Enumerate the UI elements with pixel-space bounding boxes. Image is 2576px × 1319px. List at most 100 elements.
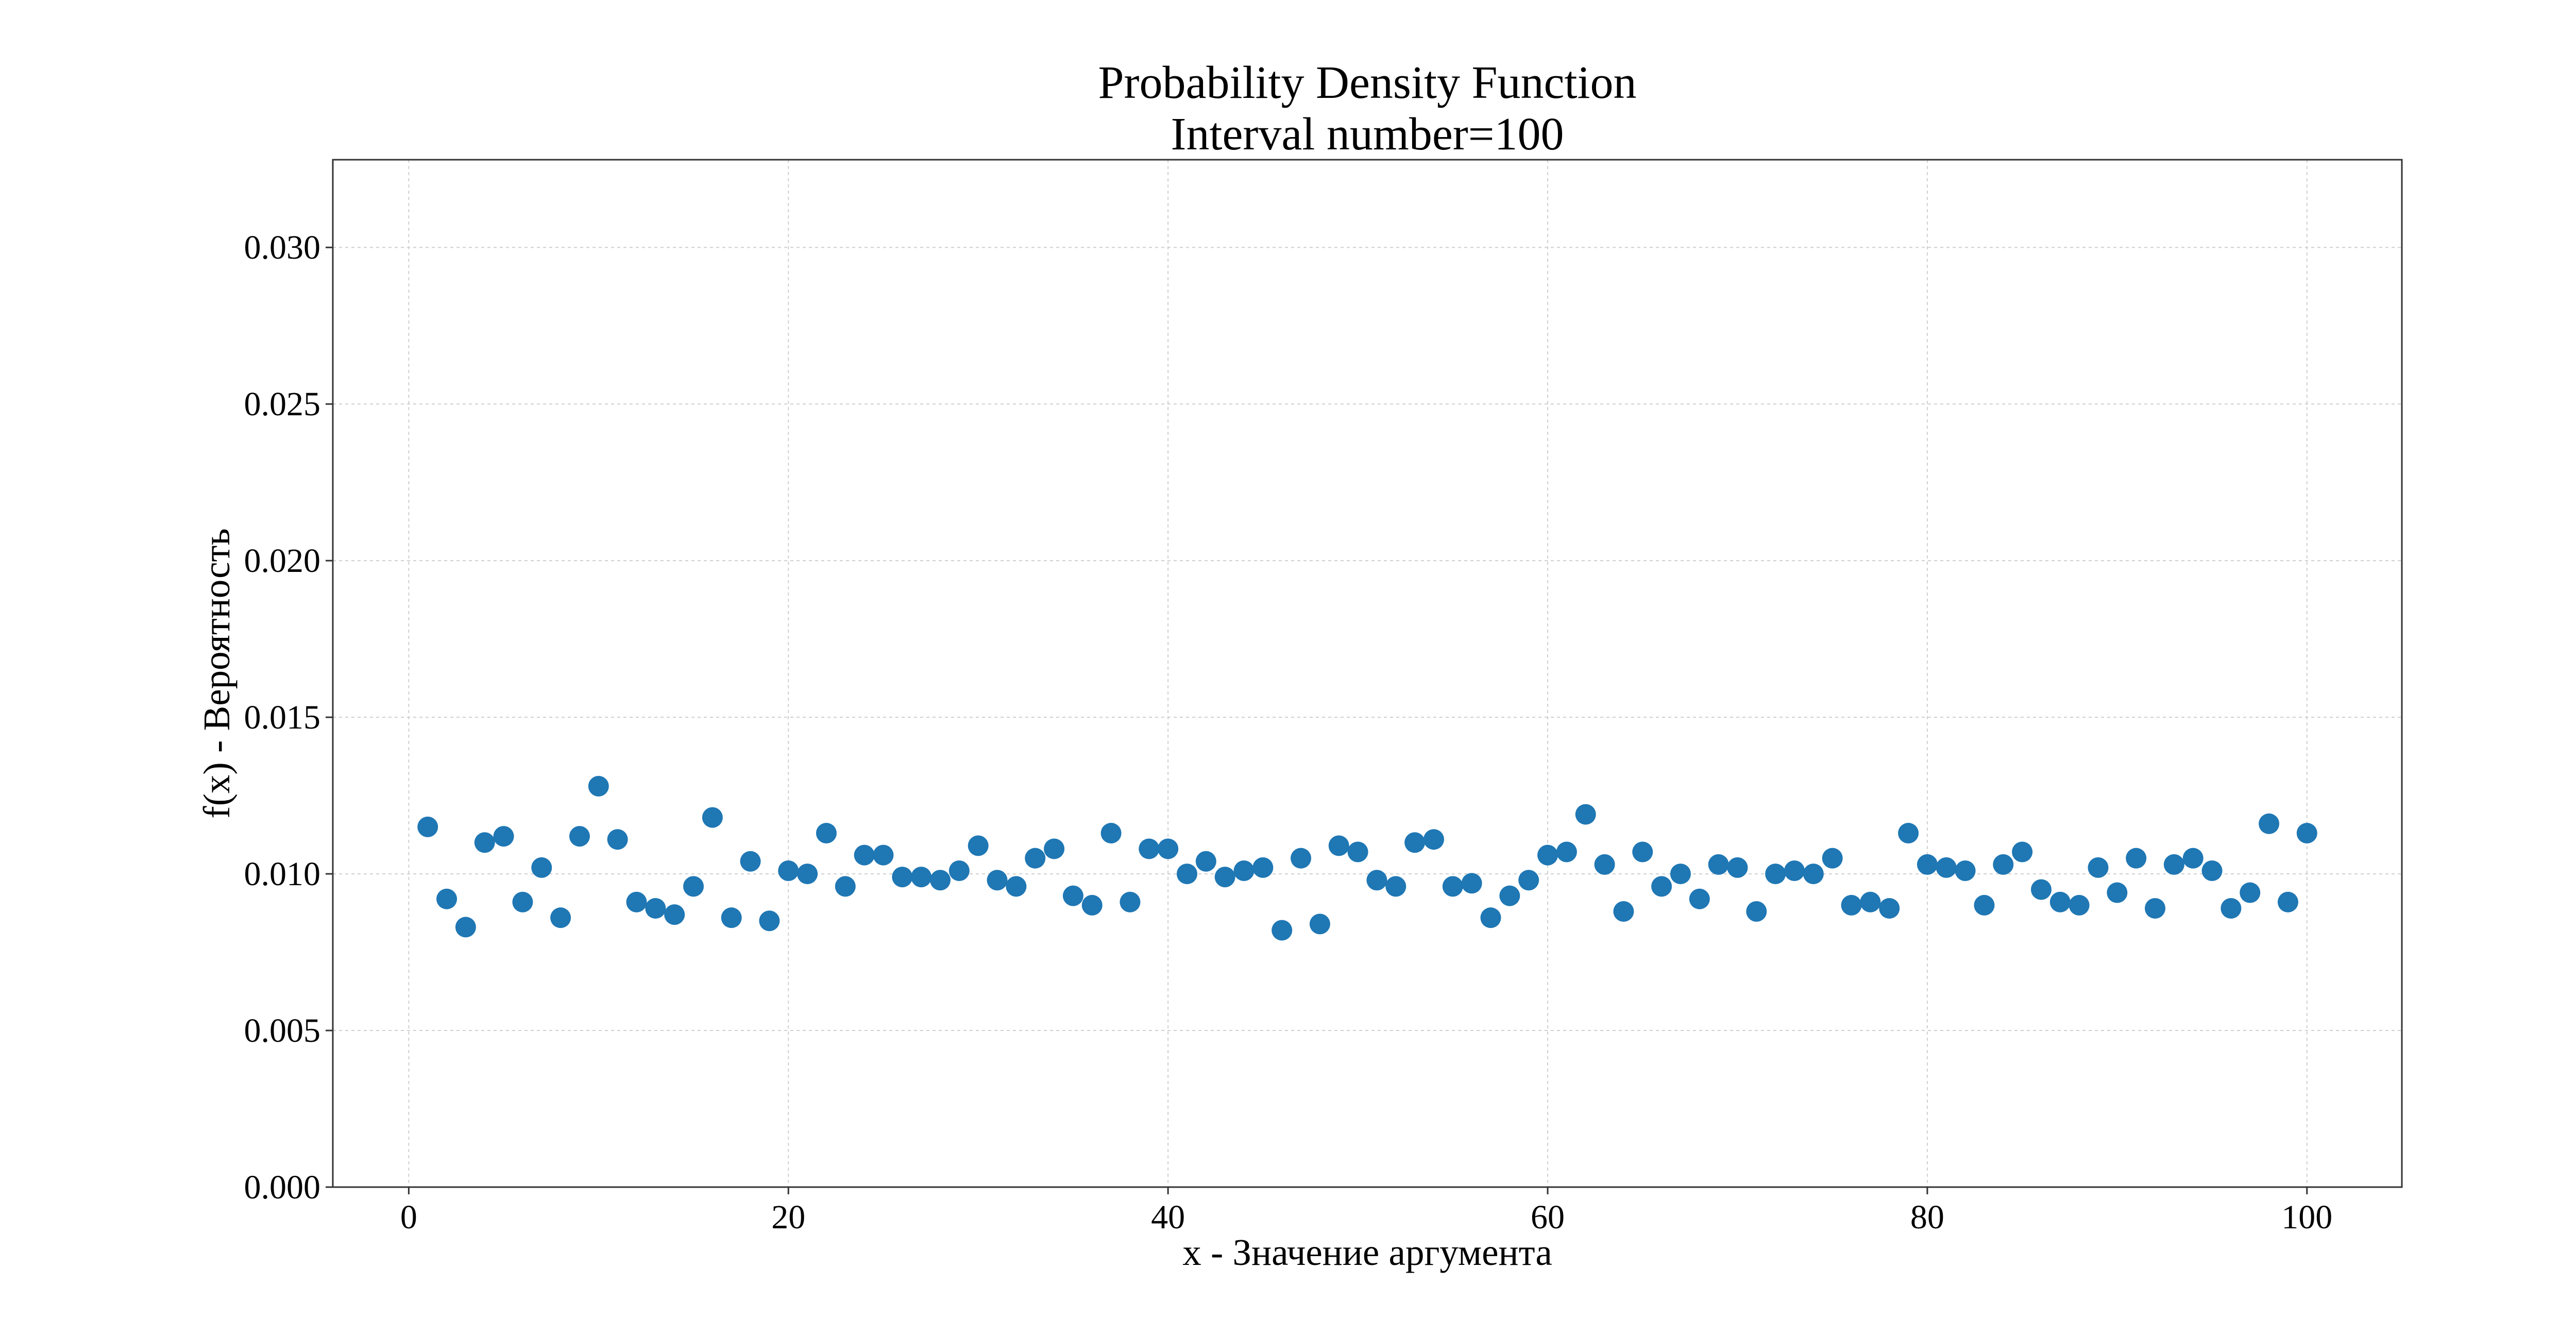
data-points bbox=[417, 775, 2317, 941]
data-point bbox=[1176, 864, 1197, 885]
data-point bbox=[1423, 829, 1444, 850]
plot-frame bbox=[332, 159, 2403, 1188]
data-point bbox=[1499, 885, 1520, 906]
y-axis-label: f(x) - Вероятность bbox=[196, 528, 238, 818]
x-tick-label: 40 bbox=[1151, 1198, 1185, 1236]
data-point bbox=[968, 835, 989, 856]
data-point bbox=[2145, 898, 2166, 919]
data-point bbox=[1442, 876, 1463, 897]
data-point bbox=[2163, 854, 2184, 875]
data-point bbox=[740, 851, 761, 872]
data-point bbox=[2277, 891, 2298, 912]
data-point bbox=[1974, 894, 1995, 916]
data-point bbox=[1898, 823, 1919, 844]
data-point bbox=[550, 907, 571, 928]
data-point bbox=[1689, 888, 1710, 909]
data-point bbox=[721, 907, 742, 928]
data-point bbox=[2201, 860, 2223, 881]
x-tick-label: 20 bbox=[771, 1198, 805, 1236]
data-point bbox=[1917, 854, 1938, 875]
y-tick-label: 0.015 bbox=[244, 699, 321, 736]
data-point bbox=[1708, 854, 1729, 875]
data-point bbox=[1214, 867, 1235, 888]
data-point bbox=[797, 864, 818, 885]
data-point bbox=[873, 844, 894, 866]
data-point bbox=[1803, 864, 1824, 885]
data-point bbox=[778, 860, 799, 881]
data-point bbox=[1120, 891, 1141, 912]
data-point bbox=[626, 891, 647, 912]
data-point bbox=[2240, 882, 2261, 903]
data-point bbox=[417, 816, 438, 837]
data-point bbox=[1062, 885, 1083, 906]
data-point bbox=[474, 832, 495, 853]
data-point bbox=[1328, 835, 1349, 856]
data-point bbox=[759, 910, 780, 932]
data-point bbox=[911, 867, 932, 888]
data-point bbox=[2126, 848, 2147, 869]
data-point bbox=[1537, 844, 1558, 866]
data-point bbox=[1556, 841, 1577, 863]
data-point bbox=[455, 917, 476, 938]
data-point bbox=[531, 857, 552, 878]
data-point bbox=[607, 829, 628, 850]
data-point bbox=[1955, 860, 1976, 881]
data-point bbox=[493, 826, 514, 847]
data-point bbox=[1651, 876, 1672, 897]
data-point bbox=[1366, 870, 1387, 891]
data-point bbox=[1252, 857, 1274, 878]
data-point bbox=[1404, 832, 1426, 853]
data-point bbox=[1936, 857, 1957, 878]
data-point bbox=[1385, 876, 1406, 897]
data-point bbox=[987, 870, 1008, 891]
data-point bbox=[512, 891, 533, 912]
data-point bbox=[1025, 848, 1046, 869]
data-point bbox=[1784, 860, 1805, 881]
data-point bbox=[1518, 870, 1539, 891]
x-tick-label: 60 bbox=[1531, 1198, 1565, 1236]
data-point bbox=[2182, 848, 2204, 869]
data-point bbox=[1081, 894, 1103, 916]
data-point bbox=[1575, 804, 1596, 825]
y-tick-label: 0.010 bbox=[244, 855, 321, 893]
data-point bbox=[1727, 857, 1748, 878]
data-point bbox=[1044, 838, 1065, 859]
data-point bbox=[1670, 864, 1691, 885]
chart-subtitle: Interval number=100 bbox=[1171, 109, 1564, 160]
data-point bbox=[2107, 882, 2128, 903]
data-point bbox=[1879, 898, 1900, 919]
data-point bbox=[1613, 901, 1634, 922]
y-tick-label: 0.020 bbox=[244, 542, 321, 580]
y-tick-label: 0.005 bbox=[244, 1012, 321, 1050]
x-tick-label: 100 bbox=[2281, 1198, 2332, 1236]
data-point bbox=[2069, 894, 2090, 916]
data-point bbox=[1347, 841, 1368, 863]
data-point bbox=[1461, 873, 1482, 894]
data-point bbox=[2221, 898, 2242, 919]
data-point bbox=[2259, 813, 2280, 834]
x-tick-label: 80 bbox=[1910, 1198, 1944, 1236]
data-point bbox=[2049, 891, 2071, 912]
data-point bbox=[664, 904, 685, 925]
data-point bbox=[436, 888, 457, 909]
data-point bbox=[1480, 907, 1501, 928]
data-point bbox=[948, 860, 970, 881]
data-point bbox=[1139, 838, 1160, 859]
data-point bbox=[1746, 901, 1767, 922]
data-point bbox=[1822, 848, 1843, 869]
data-point bbox=[1993, 854, 2014, 875]
data-point bbox=[1291, 848, 1312, 869]
y-tick-label: 0.025 bbox=[244, 385, 321, 423]
data-point bbox=[854, 844, 875, 866]
data-point bbox=[1233, 860, 1255, 881]
data-point bbox=[2088, 857, 2109, 878]
data-point bbox=[1860, 891, 1881, 912]
data-point bbox=[1309, 914, 1330, 935]
data-point bbox=[1272, 920, 1293, 941]
data-point bbox=[1158, 838, 1179, 859]
data-point bbox=[588, 775, 609, 797]
y-ticks: 0.000 0.005 0.010 0.015 0.020 0.025 0.030 bbox=[244, 229, 333, 1206]
data-point bbox=[645, 898, 666, 919]
data-point bbox=[1841, 894, 1862, 916]
